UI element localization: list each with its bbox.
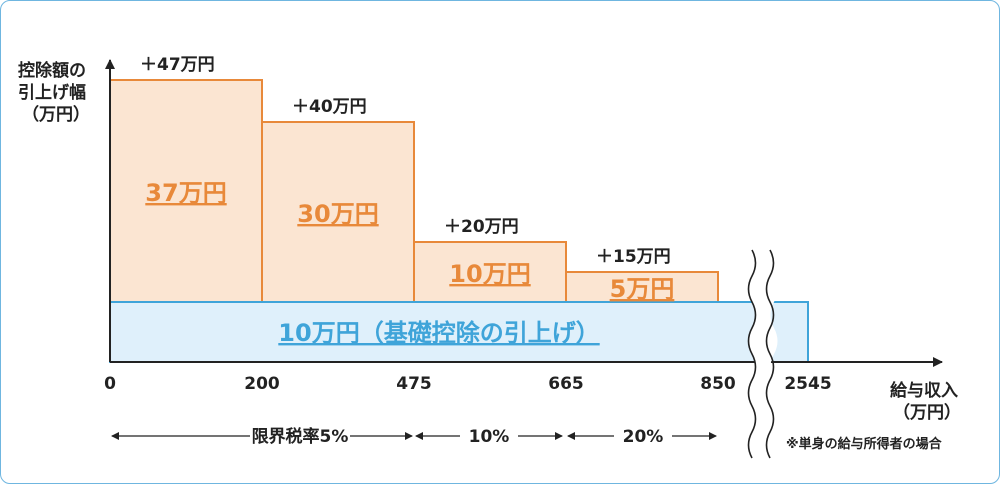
total-increase-label-4: ＋15万円: [596, 247, 671, 267]
x-axis-label-line-2: （万円）: [893, 402, 961, 423]
x-tick-label-2545: 2545: [784, 374, 831, 394]
y-axis-label-line-3: （万円）: [22, 104, 90, 125]
x-tick-label-665: 665: [548, 374, 584, 394]
extra-amount-label-2: 30万円: [297, 200, 378, 228]
x-tick-label-475: 475: [396, 374, 432, 394]
y-axis-label-line-1: 控除額の: [18, 60, 86, 81]
extra-amount-label-1: 37万円: [145, 179, 226, 207]
total-increase-label-1: ＋47万円: [140, 55, 215, 75]
extra-deduction-bar-2: [261, 121, 415, 303]
x-tick-label-200: 200: [244, 374, 280, 394]
axis-break-line-left: [747, 249, 757, 459]
axis-break-line-right: [765, 249, 775, 459]
extra-amount-label-3: 10万円: [449, 260, 530, 288]
tax-rate-label-2: 10%: [469, 427, 510, 447]
tax-rate-label-1: 限界税率5%: [252, 426, 349, 447]
x-axis-label-line-1: 給与収入: [890, 380, 958, 401]
extra-amount-label-4: 5万円: [610, 275, 675, 303]
tax-rate-label-3: 20%: [623, 427, 664, 447]
extra-deduction-bar-1: [109, 79, 263, 303]
x-tick-label-850: 850: [700, 374, 736, 394]
footnote: ※単身の給与所得者の場合: [786, 436, 943, 452]
basic-deduction-label: 10万円（基礎控除の引上げ）: [278, 319, 599, 347]
total-increase-label-3: ＋20万円: [444, 217, 519, 237]
y-axis-label-line-2: 引上げ幅: [18, 82, 86, 103]
total-increase-label-2: ＋40万円: [292, 97, 367, 117]
x-tick-label-0: 0: [104, 374, 116, 394]
